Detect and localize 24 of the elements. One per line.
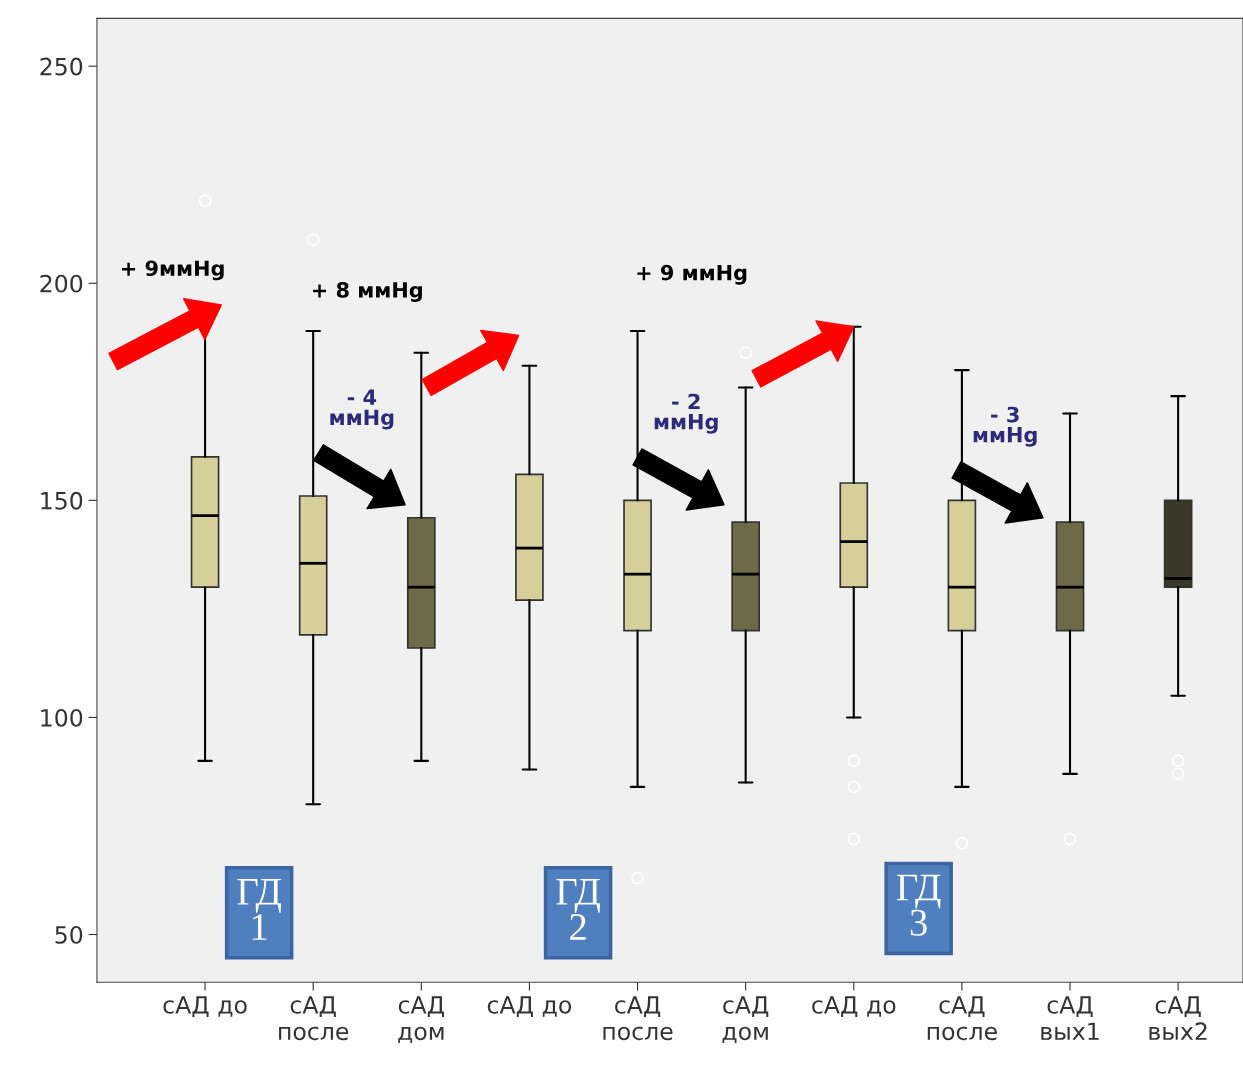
x-tick-label: сАД вых2: [1149, 996, 1207, 1040]
annotation: + 8 ммHg: [313, 282, 422, 303]
x-tick-label: сАД до: [487, 996, 572, 1018]
x-tick-label: сАД до: [812, 996, 896, 1018]
x-tick-label: сАД до: [163, 996, 247, 1018]
x-tick-label: сАД после: [603, 996, 673, 1041]
y-tick-label: 250: [40, 57, 83, 76]
x-tick-label: сАД после: [927, 996, 997, 1041]
annotation: ГД 3: [896, 874, 941, 936]
annotation: - 3 ммHg: [973, 406, 1037, 447]
y-tick-label: 150: [41, 491, 83, 510]
annotation: + 9 ммHg: [637, 264, 747, 285]
annotation: ГД 1: [237, 879, 281, 940]
annotation: + 9ммHg: [122, 260, 224, 281]
x-tick-label: сАД дом: [398, 996, 444, 1044]
y-tick-label: 50: [55, 925, 83, 944]
x-tick-label: сАД вых1: [1041, 996, 1099, 1040]
y-tick-label: 200: [40, 274, 83, 293]
x-tick-label: сАД дом: [722, 996, 769, 1044]
y-tick-label: 100: [41, 708, 83, 727]
annotation: - 4 ммHg: [330, 389, 394, 430]
annotation: ГД 2: [556, 879, 600, 940]
annotation: - 2 ммHg: [654, 393, 718, 434]
x-tick-label: сАД после: [279, 996, 349, 1041]
